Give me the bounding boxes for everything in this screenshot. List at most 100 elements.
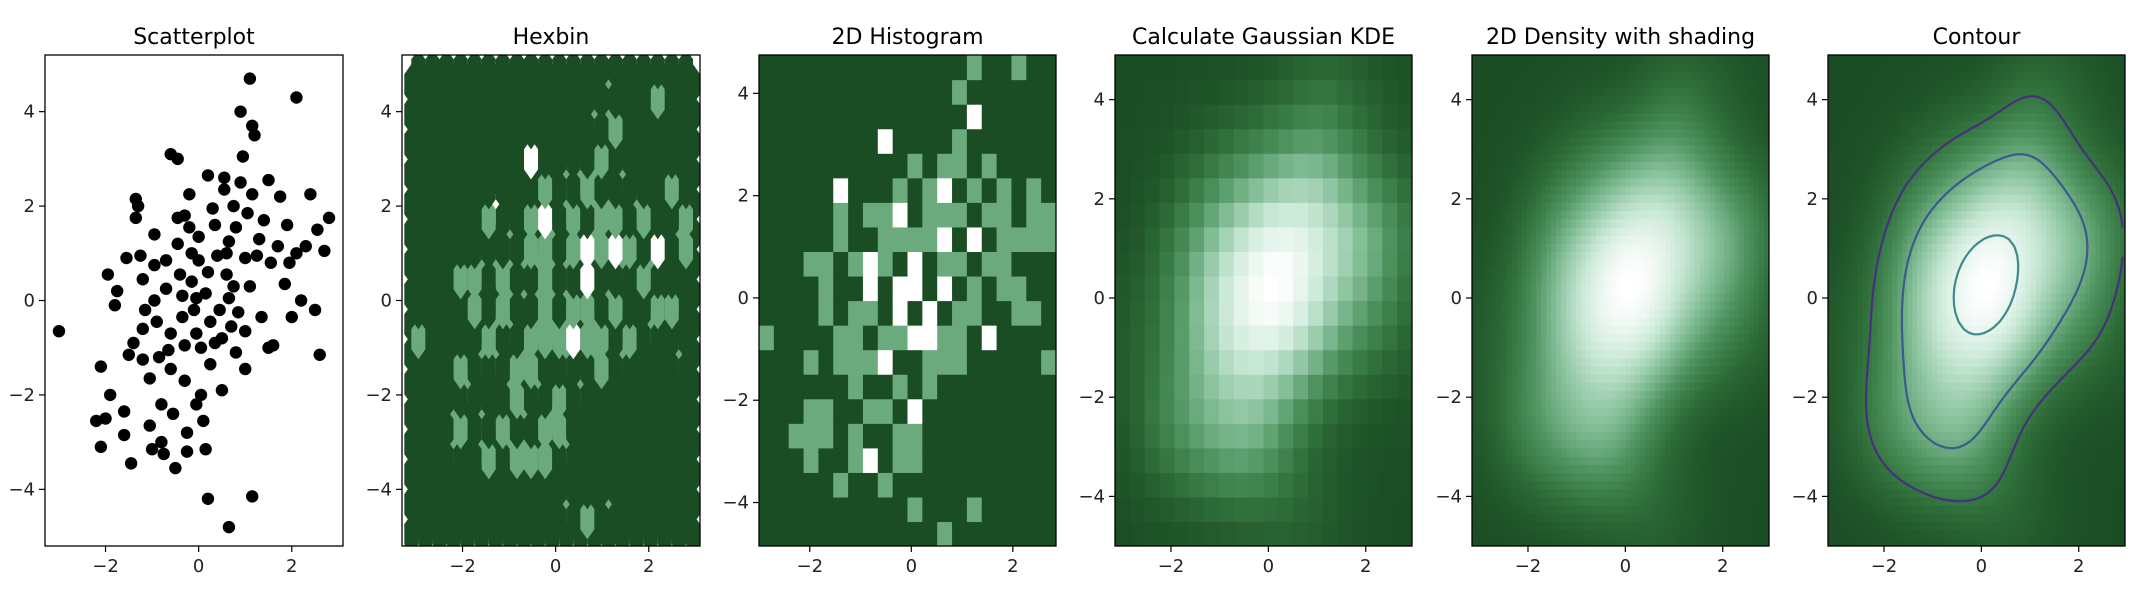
hexbin-cell	[425, 55, 440, 90]
kde-smooth-cell	[1491, 120, 1498, 130]
kde-grid-cell	[1397, 226, 1412, 252]
kde-smooth-cell	[1729, 300, 1736, 310]
kde-smooth-cell	[1600, 365, 1607, 375]
kde-smooth-cell	[1526, 374, 1533, 384]
kde-smooth-cell	[1486, 136, 1493, 146]
kde-smooth-cell	[1640, 177, 1646, 187]
hist2d-cell	[833, 521, 849, 546]
kde-smooth-cell	[1655, 423, 1661, 433]
kde-smooth-cell	[1536, 325, 1542, 334]
kde-smooth-cell	[1679, 161, 1686, 171]
hexbin-cell	[481, 349, 496, 390]
kde-smooth-cell	[1704, 169, 1711, 179]
kde-smooth-cell	[1714, 398, 1721, 408]
kde-smooth-cell	[1561, 431, 1567, 441]
kde-smooth-cell	[1714, 537, 1721, 546]
kde-smooth-cell	[1615, 357, 1622, 367]
hexbin-cell	[439, 319, 454, 360]
kde-smooth-cell	[1526, 169, 1533, 179]
kde-smooth-cell	[1590, 374, 1597, 384]
kde-smooth-cell	[1541, 374, 1547, 384]
kde-smooth-cell	[1734, 104, 1740, 113]
kde-smooth-cell	[1595, 496, 1602, 506]
hist2d-cell	[996, 251, 1013, 277]
kde-smooth-cell	[1650, 537, 1656, 546]
kde-smooth-cell	[1580, 333, 1587, 343]
kde-smooth-cell	[1694, 513, 1701, 523]
kde-smooth-cell	[1739, 275, 1745, 285]
kde-smooth-cell	[1615, 194, 1622, 203]
kde-smooth-cell	[1571, 365, 1577, 375]
kde-smooth-cell	[1491, 194, 1498, 203]
kde-smooth-cell	[1571, 398, 1577, 408]
hist2d-cell	[1041, 447, 1056, 473]
kde-grid-cell	[1293, 521, 1309, 546]
kde-smooth-cell	[1585, 447, 1592, 457]
kde-smooth-cell	[1674, 292, 1681, 302]
kde-smooth-cell	[1571, 374, 1577, 384]
kde-smooth-cell	[1635, 349, 1641, 359]
kde-smooth-cell	[1704, 161, 1711, 171]
kde-smooth-cell	[1496, 496, 1503, 506]
kde-smooth-cell	[1506, 55, 1513, 64]
kde-smooth-cell	[1605, 431, 1612, 441]
kde-smooth-cell	[1600, 226, 1607, 236]
kde-smooth-cell	[1719, 251, 1726, 261]
kde-smooth-cell	[1486, 185, 1493, 195]
kde-smooth-cell	[1541, 488, 1547, 498]
hist2d-cell	[966, 104, 983, 130]
kde-smooth-cell	[1635, 112, 1641, 122]
kde-smooth-cell	[1541, 537, 1547, 546]
kde-grid-cell	[1322, 79, 1339, 105]
hist2d-cell	[981, 251, 998, 277]
kde-smooth-cell	[1615, 251, 1622, 261]
kde-smooth-cell	[1580, 153, 1587, 163]
kde-smooth-cell	[1699, 267, 1706, 277]
kde-smooth-cell	[1630, 513, 1637, 523]
kde-smooth-cell	[1496, 104, 1503, 113]
scatter-point	[178, 209, 191, 222]
hist2d-cell	[952, 398, 968, 424]
kde-smooth-cell	[1595, 447, 1602, 457]
kde-smooth-cell	[1660, 284, 1666, 294]
kde-smooth-cell	[1714, 349, 1721, 359]
kde-smooth-cell	[1670, 316, 1676, 326]
kde-grid-cell	[1144, 349, 1161, 375]
kde-smooth-cell	[1640, 63, 1646, 73]
kde-grid-cell	[1308, 104, 1324, 130]
kde-smooth-cell	[1674, 464, 1681, 474]
kde-smooth-cell	[1486, 235, 1493, 244]
kde-smooth-cell	[1516, 325, 1523, 334]
kde-smooth-cell	[1580, 357, 1587, 367]
kde-smooth-cell	[1526, 95, 1533, 105]
kde-smooth-cell	[1580, 161, 1587, 171]
kde-smooth-cell	[1684, 406, 1691, 416]
kde-smooth-cell	[1536, 235, 1542, 244]
hist2d-cell	[848, 374, 864, 400]
hexbin-cell	[608, 379, 623, 420]
kde-smooth-cell	[1580, 308, 1587, 318]
hist2d-cell	[1041, 398, 1056, 424]
kde-smooth-cell	[1689, 226, 1696, 236]
kde-smooth-cell	[1526, 300, 1533, 310]
kde-smooth-cell	[1511, 390, 1518, 400]
kde-smooth-cell	[1521, 71, 1528, 81]
kde-smooth-cell	[1486, 87, 1493, 97]
kde-grid-cell	[1174, 374, 1190, 400]
kde-smooth-cell	[1516, 308, 1523, 318]
kde-smooth-cell	[1472, 496, 1478, 506]
kde-smooth-cell	[1566, 300, 1572, 310]
kde-smooth-cell	[1714, 333, 1721, 343]
kde-smooth-cell	[1665, 439, 1671, 449]
kde-smooth-cell	[1521, 259, 1528, 269]
kde-smooth-cell	[1566, 406, 1572, 416]
scatter-point	[166, 407, 180, 421]
kde-smooth-cell	[1521, 398, 1528, 408]
kde-smooth-cell	[1689, 365, 1696, 375]
hist2d-cell	[1011, 275, 1027, 302]
hist2d-cell	[788, 104, 805, 130]
kde-smooth-cell	[1496, 251, 1503, 261]
kde-smooth-cell	[1536, 439, 1542, 449]
hist2d-cell	[907, 79, 923, 105]
kde-smooth-cell	[1734, 464, 1740, 474]
